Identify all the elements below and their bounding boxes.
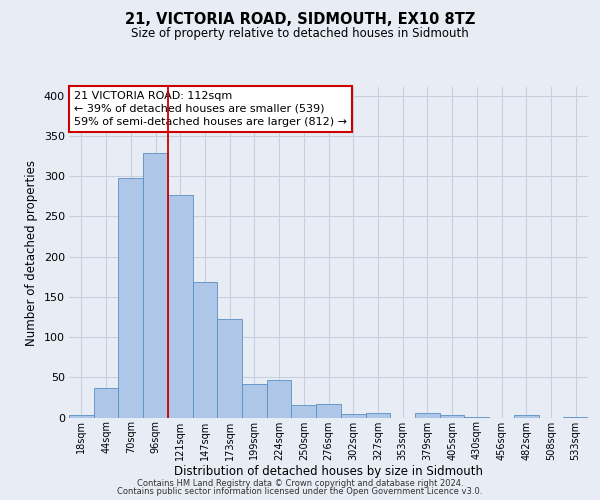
- Bar: [292, 406, 316, 417]
- Bar: [217, 320, 242, 418]
- Bar: [440, 415, 464, 418]
- Bar: [242, 384, 267, 418]
- X-axis label: Distribution of detached houses by size in Sidmouth: Distribution of detached houses by size …: [174, 465, 483, 478]
- Text: 21 VICTORIA ROAD: 112sqm
← 39% of detached houses are smaller (539)
59% of semi-: 21 VICTORIA ROAD: 112sqm ← 39% of detach…: [74, 91, 347, 127]
- Bar: [464, 416, 489, 418]
- Text: 21, VICTORIA ROAD, SIDMOUTH, EX10 8TZ: 21, VICTORIA ROAD, SIDMOUTH, EX10 8TZ: [125, 12, 475, 28]
- Bar: [267, 380, 292, 418]
- Bar: [69, 415, 94, 418]
- Bar: [168, 194, 193, 418]
- Bar: [143, 154, 168, 418]
- Text: Contains public sector information licensed under the Open Government Licence v3: Contains public sector information licen…: [118, 487, 482, 496]
- Bar: [118, 178, 143, 418]
- Bar: [415, 412, 440, 418]
- Bar: [341, 414, 365, 418]
- Bar: [94, 388, 118, 418]
- Text: Size of property relative to detached houses in Sidmouth: Size of property relative to detached ho…: [131, 28, 469, 40]
- Bar: [514, 415, 539, 418]
- Bar: [563, 416, 588, 418]
- Bar: [365, 414, 390, 418]
- Text: Contains HM Land Registry data © Crown copyright and database right 2024.: Contains HM Land Registry data © Crown c…: [137, 478, 463, 488]
- Bar: [316, 404, 341, 417]
- Y-axis label: Number of detached properties: Number of detached properties: [25, 160, 38, 346]
- Bar: [193, 282, 217, 418]
